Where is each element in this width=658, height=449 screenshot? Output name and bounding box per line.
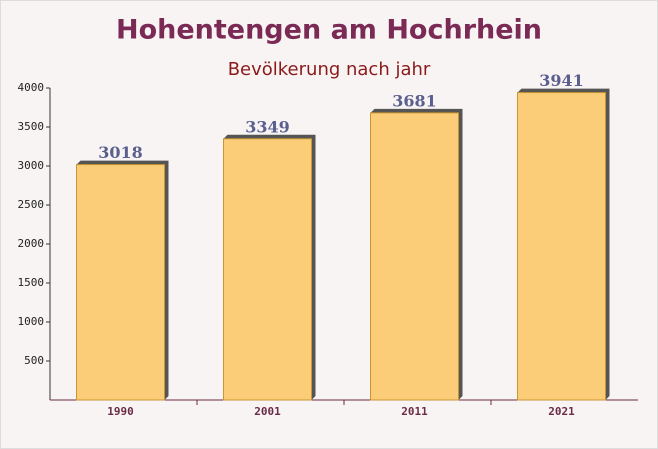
y-tick-label: 500 <box>24 354 44 367</box>
x-tick-label: 2021 <box>548 405 575 418</box>
y-tick-label: 1500 <box>18 276 45 289</box>
value-label: 3681 <box>392 91 437 110</box>
value-label: 3941 <box>539 71 584 90</box>
x-tick-label: 1990 <box>107 405 134 418</box>
y-tick-label: 3000 <box>18 159 45 172</box>
y-tick-label: 2500 <box>18 198 45 211</box>
y-tick-label: 1000 <box>18 315 45 328</box>
x-tick-label: 2001 <box>254 405 281 418</box>
bar <box>223 138 312 401</box>
y-tick-label: 3500 <box>18 120 45 133</box>
value-label: 3018 <box>98 143 143 162</box>
chart-subtitle: Bevölkerung nach jahr <box>228 59 431 80</box>
y-tick-label: 4000 <box>18 81 45 94</box>
x-tick-label: 2011 <box>401 405 428 418</box>
bar <box>76 164 165 401</box>
bar <box>370 112 459 401</box>
chart-title: Hohentengen am Hochrhein <box>116 15 542 46</box>
y-tick-label: 2000 <box>18 237 45 250</box>
bar <box>517 92 606 401</box>
value-label: 3349 <box>245 117 290 136</box>
